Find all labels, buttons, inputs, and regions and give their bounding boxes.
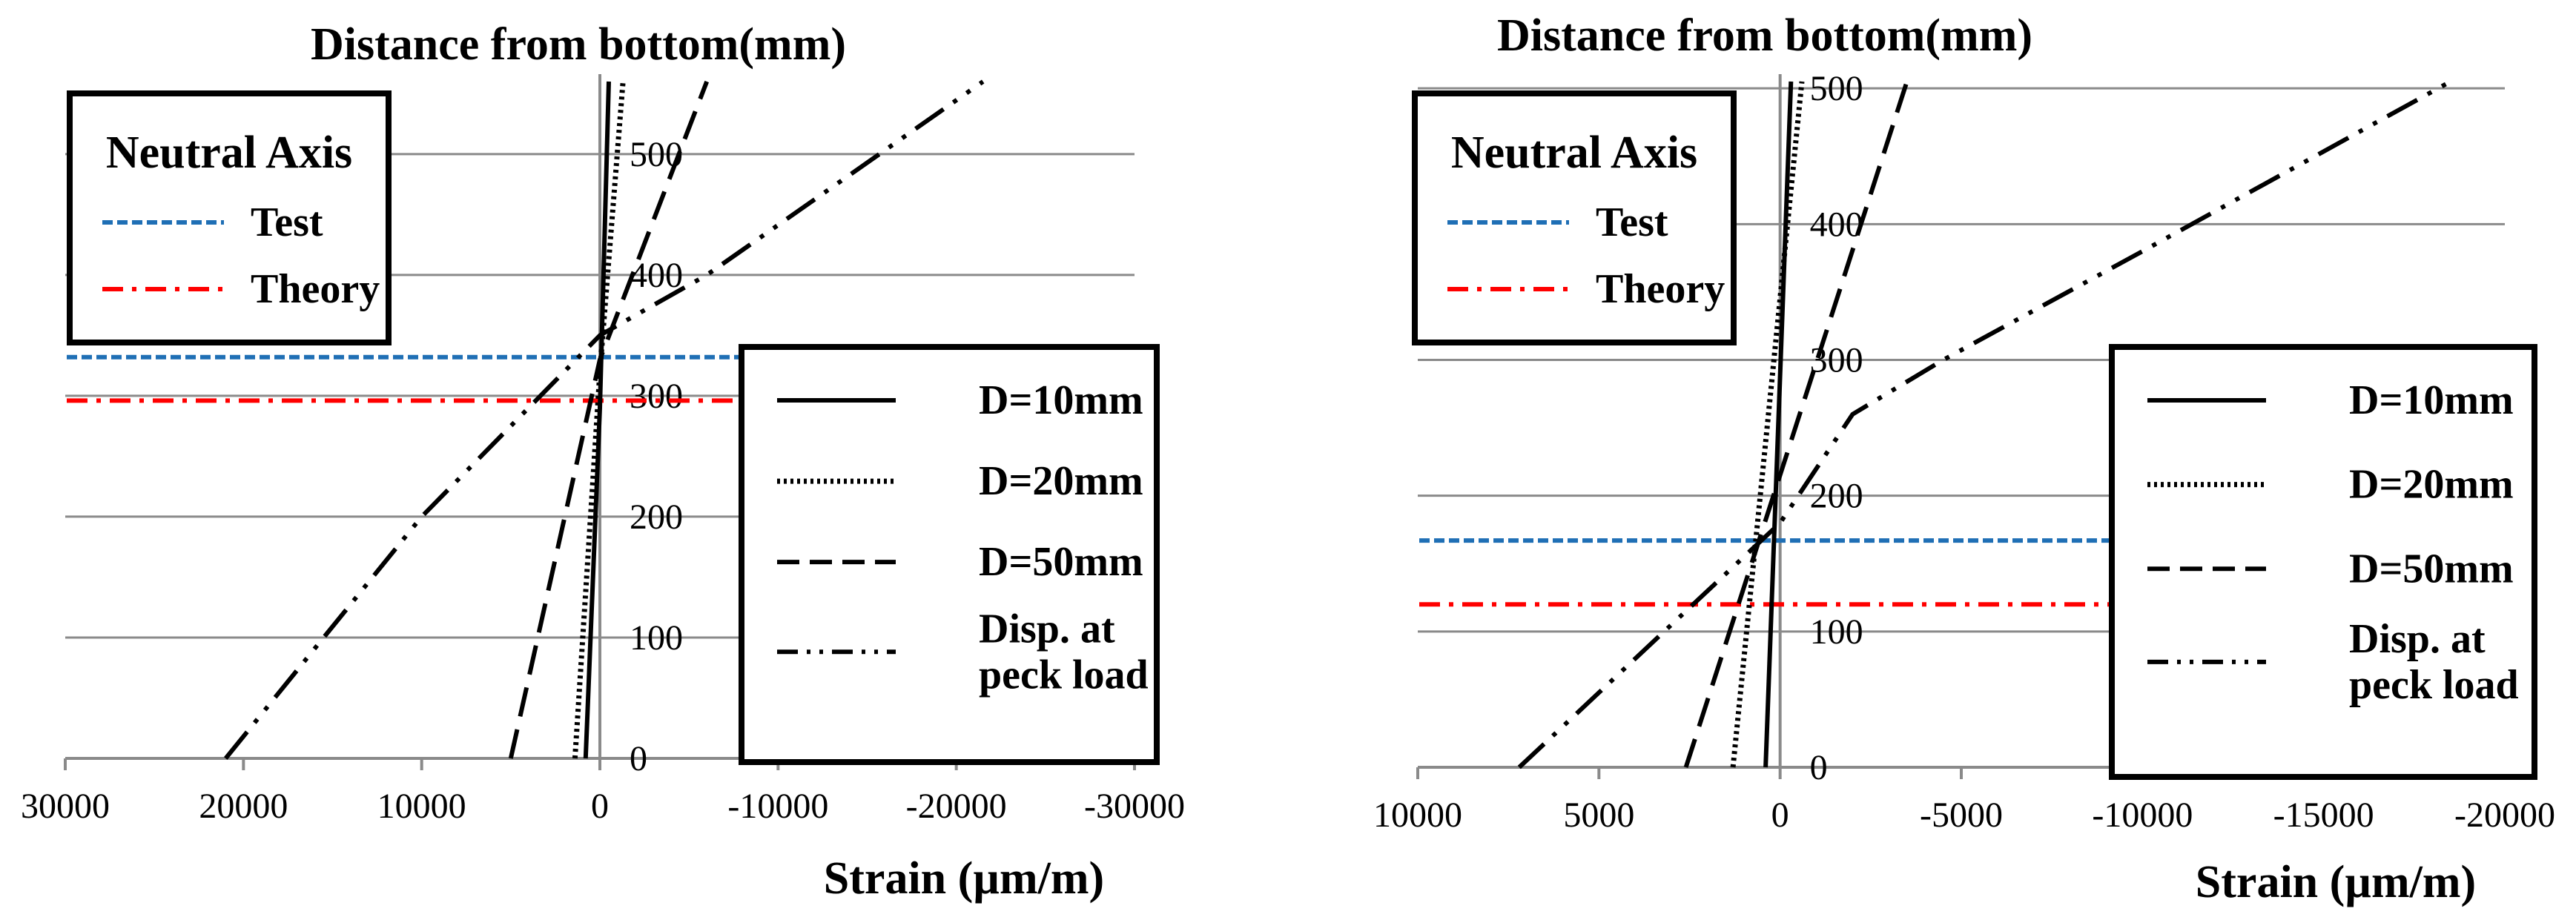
x-tick-label: -30000 — [1084, 787, 1185, 826]
legend-label-3: D=50mm — [2349, 546, 2514, 592]
x-axis-label: Strain (µm/m) — [2196, 857, 2476, 907]
neutral-axis-legend: Neutral Axis Test Theory — [67, 90, 392, 345]
x-tick-label: 10000 — [377, 787, 466, 826]
series-line-d-10mm — [1763, 81, 1794, 768]
series-line-d-10mm — [583, 81, 611, 759]
legend-label-4: Disp. at — [979, 606, 1115, 652]
chart-title: Distance from bottom(mm) — [311, 19, 846, 70]
series-line-d-20mm — [1730, 81, 1805, 768]
legend-label-2: D=20mm — [2349, 462, 2514, 508]
x-tick-label: 5000 — [1563, 795, 1634, 835]
legend-label-4: peck load — [979, 652, 1149, 698]
series-legend-box — [2109, 344, 2537, 780]
x-tick-label: -5000 — [1920, 795, 2003, 835]
x-tick-label: 10000 — [1373, 795, 1462, 835]
neutral-legend-label-theory: Theory — [1596, 266, 1725, 312]
y-tick-label: 300 — [1810, 340, 1863, 380]
neutral-legend-label-test: Test — [251, 199, 323, 245]
y-tick-label: 200 — [630, 497, 683, 537]
neutral-legend-title: Neutral Axis — [1451, 128, 1697, 178]
chart-title: Distance from bottom(mm) — [1497, 10, 2032, 61]
x-axis-label: Strain (µm/m) — [824, 853, 1104, 904]
x-tick-label: 30000 — [21, 787, 110, 826]
y-tick-label: 100 — [630, 618, 683, 658]
series-line-d-50mm — [508, 80, 710, 759]
series-line-disp-at-peck-load — [223, 79, 985, 760]
x-tick-label: 20000 — [199, 787, 288, 826]
legend-label-4: Disp. at — [2349, 616, 2486, 662]
x-tick-label: 0 — [591, 787, 609, 826]
legend-label-1: D=10mm — [2349, 377, 2514, 423]
y-tick-label: 500 — [1810, 69, 1863, 108]
y-tick-label: 400 — [1810, 205, 1863, 244]
legend-label-1: D=10mm — [979, 377, 1143, 423]
legend-label-4: peck load — [2349, 662, 2519, 708]
y-tick-label: 300 — [630, 377, 683, 416]
y-tick-label: 400 — [630, 256, 683, 295]
neutral-legend-box — [1412, 90, 1737, 345]
chart-panel-2: 10000 5000 0 -5000 -10000 -15000 -20000 0 100 200… — [1373, 10, 2555, 907]
neutral-legend-title: Neutral Axis — [106, 128, 352, 178]
neutral-axis-legend: Neutral Axis Test Theory — [1412, 90, 1737, 345]
x-tick-label: -10000 — [727, 787, 828, 826]
series-legend-box — [739, 344, 1160, 765]
y-tick-label: 0 — [1810, 748, 1828, 787]
neutral-legend-box — [67, 90, 392, 345]
x-tick-label: -15000 — [2273, 795, 2374, 835]
series-line-d-50mm — [1683, 81, 1909, 768]
y-tick-label: 100 — [1810, 612, 1863, 652]
legend-label-2: D=20mm — [979, 458, 1143, 504]
series-line-disp-at-peck-load — [1517, 79, 2452, 770]
neutral-legend-label-test: Test — [1596, 199, 1668, 245]
x-tick-label: 0 — [1771, 795, 1789, 835]
y-tick-label: 0 — [630, 739, 647, 778]
chart-panel-1: 30000 20000 10000 0 -10000 -20000 -30000 0 100 20… — [21, 19, 1185, 904]
series-line-d-20mm — [572, 81, 626, 759]
neutral-legend-label-theory: Theory — [251, 266, 380, 312]
y-tick-label: 200 — [1810, 477, 1863, 516]
x-tick-label: -20000 — [906, 787, 1007, 826]
x-tick-label: -20000 — [2454, 795, 2555, 835]
legend-label-3: D=50mm — [979, 539, 1143, 585]
x-tick-label: -10000 — [2092, 795, 2193, 835]
